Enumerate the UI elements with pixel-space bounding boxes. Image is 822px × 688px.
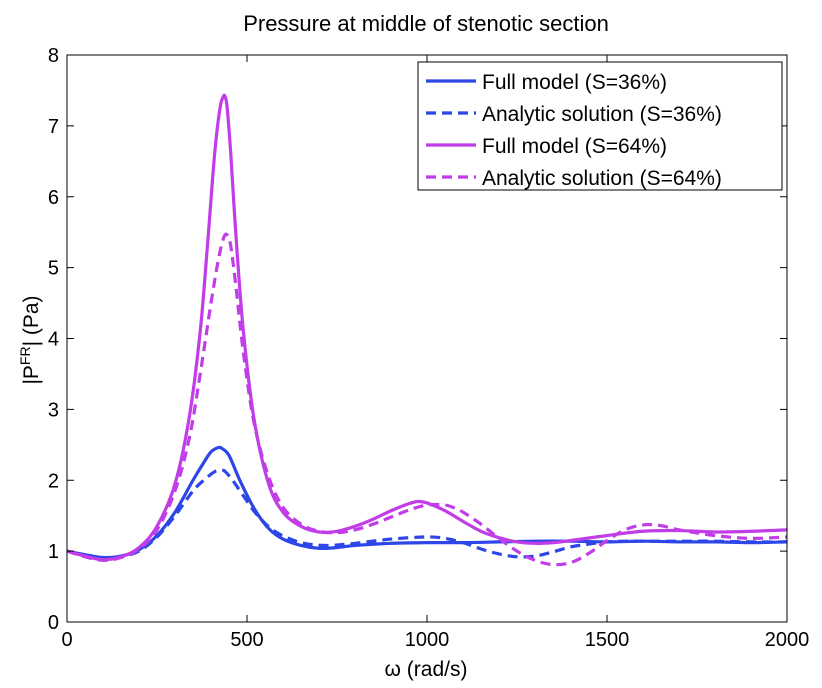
x-tick-label: 1500 (585, 629, 630, 651)
x-axis-label: ω (rad/s) (385, 658, 468, 681)
legend-label-analytic-solution-s-64: Analytic solution (S=64%) (482, 167, 722, 190)
series-line-full-model-s-64 (66, 93, 788, 562)
chart-title: Pressure at middle of stenotic section (243, 11, 609, 36)
y-tick-label: 5 (48, 258, 59, 280)
y-tick-label: 7 (48, 116, 59, 138)
x-tick-label: 500 (230, 629, 263, 651)
x-axis: 0 500 1000 1500 2000 (61, 55, 809, 651)
legend-label-analytic-solution-s-36: Analytic solution (S=36%) (482, 103, 722, 126)
legend-label-full-model-s-36: Full model (S=36%) (482, 71, 667, 94)
y-tick-label: 3 (48, 399, 59, 421)
y-tick-label: 1 (48, 541, 59, 563)
y-axis-label-tail: | (Pa) (20, 295, 43, 346)
y-tick-label: 8 (48, 45, 59, 67)
y-axis-label: |PFR| (Pa) (17, 295, 43, 384)
y-tick-label: 0 (48, 612, 59, 634)
x-tick-label: 0 (61, 629, 72, 651)
series-line-analytic-solution-s-64 (66, 232, 788, 567)
plot-area (66, 93, 788, 567)
x-tick-label: 2000 (765, 629, 810, 651)
y-tick-label: 6 (48, 187, 59, 209)
legend: Full model (S=36%) Analytic solution (S=3… (417, 61, 783, 191)
legend-label-full-model-s-64: Full model (S=64%) (482, 135, 667, 158)
legend-box (417, 61, 783, 191)
y-axis: 0 1 2 3 4 5 6 7 8 (48, 45, 787, 634)
y-axis-label-main: |P (20, 365, 43, 384)
y-tick-label: 4 (48, 329, 59, 351)
y-axis-label-sup: FR (17, 346, 33, 365)
y-tick-label: 2 (48, 470, 59, 492)
x-tick-label: 1000 (405, 629, 450, 651)
